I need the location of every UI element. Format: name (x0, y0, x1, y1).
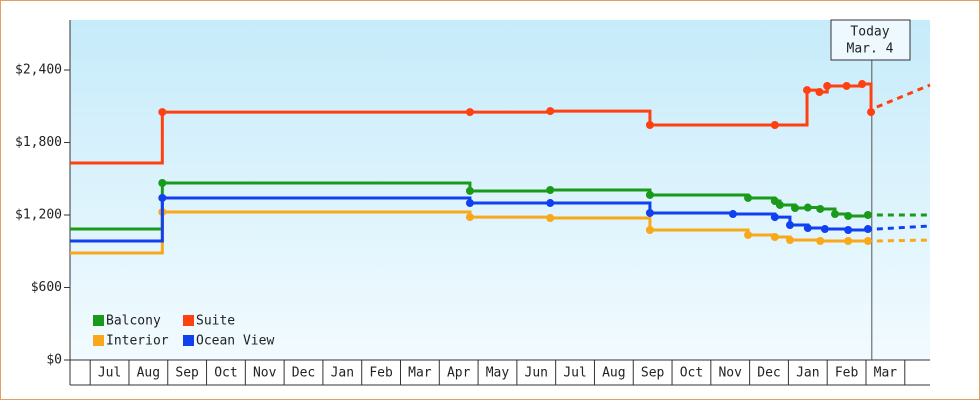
x-tick-label: Jan (331, 366, 354, 381)
x-tick-label: Dec (292, 366, 315, 381)
step-segment (470, 217, 550, 218)
price-point (844, 237, 852, 245)
price-point (844, 226, 852, 234)
y-tick-label: $1,200 (15, 208, 62, 223)
price-point (158, 179, 166, 187)
x-tick-label: Jun (525, 366, 548, 381)
y-tick-label: $0 (46, 353, 62, 368)
x-tick-label: May (486, 366, 510, 381)
legend-swatch (183, 335, 194, 346)
x-tick-label: Jan (796, 366, 819, 381)
legend-label: Interior (106, 334, 169, 349)
x-tick-label: Jul (98, 366, 121, 381)
price-point (744, 231, 752, 239)
today-label: Today (850, 25, 889, 40)
price-point (646, 121, 654, 129)
price-point (786, 221, 794, 229)
x-tick-label: Oct (680, 366, 703, 381)
y-tick-label: $600 (31, 280, 62, 295)
price-point (858, 80, 866, 88)
price-point (804, 224, 812, 232)
price-point (844, 212, 852, 220)
legend-swatch (93, 335, 104, 346)
legend-swatch (183, 315, 194, 326)
price-point (646, 191, 654, 199)
price-point (546, 186, 554, 194)
x-tick-label: Jul (563, 366, 586, 381)
price-point (466, 199, 474, 207)
x-tick-label: Mar (408, 366, 432, 381)
today-marker: Today Mar. 4 (831, 20, 910, 60)
price-point (816, 237, 824, 245)
x-tick-label: Mar (874, 366, 898, 381)
x-tick-label: Nov (718, 366, 742, 381)
price-point (804, 204, 812, 212)
price-point (864, 237, 872, 245)
price-point (466, 108, 474, 116)
step-segment (790, 240, 820, 241)
price-point (646, 209, 654, 217)
x-tick-label: Apr (447, 366, 471, 381)
x-tick-label: Oct (214, 366, 237, 381)
x-tick-label: Aug (137, 366, 160, 381)
price-point (843, 82, 851, 90)
price-point (771, 121, 779, 129)
x-tick-label: Nov (253, 366, 277, 381)
step-segment (470, 190, 550, 191)
price-point (546, 214, 554, 222)
price-point (771, 233, 779, 241)
x-tick-label: Sep (175, 366, 199, 381)
legend-label: Ocean View (196, 334, 274, 349)
price-point (816, 205, 824, 213)
x-tick-label: Feb (369, 366, 393, 381)
x-tick-label: Dec (757, 366, 780, 381)
price-point (864, 211, 872, 219)
price-point (867, 108, 875, 116)
price-point (158, 108, 166, 116)
y-tick-label: $1,800 (15, 135, 62, 150)
step-segment (650, 213, 733, 214)
price-point (821, 225, 829, 233)
price-point (466, 187, 474, 195)
price-point (831, 210, 839, 218)
price-point (466, 213, 474, 221)
legend-swatch (93, 315, 104, 326)
price-point (729, 210, 737, 218)
price-point (744, 194, 752, 202)
x-tick-label: Sep (641, 366, 665, 381)
legend-label: Suite (196, 314, 235, 329)
price-point (815, 88, 823, 96)
price-point (158, 194, 166, 202)
price-point (776, 201, 784, 209)
x-tick-label: Aug (602, 366, 625, 381)
legend-label: Balcony (106, 314, 161, 329)
price-point (771, 213, 779, 221)
today-date: Mar. 4 (847, 42, 894, 57)
price-point (791, 204, 799, 212)
price-point (803, 86, 811, 94)
price-point (546, 199, 554, 207)
price-point (786, 236, 794, 244)
step-segment (470, 111, 550, 112)
price-point (546, 107, 554, 115)
price-point (864, 225, 872, 233)
y-tick-label: $2,400 (15, 63, 62, 78)
price-point (823, 82, 831, 90)
x-tick-label: Feb (835, 366, 859, 381)
price-point (646, 226, 654, 234)
